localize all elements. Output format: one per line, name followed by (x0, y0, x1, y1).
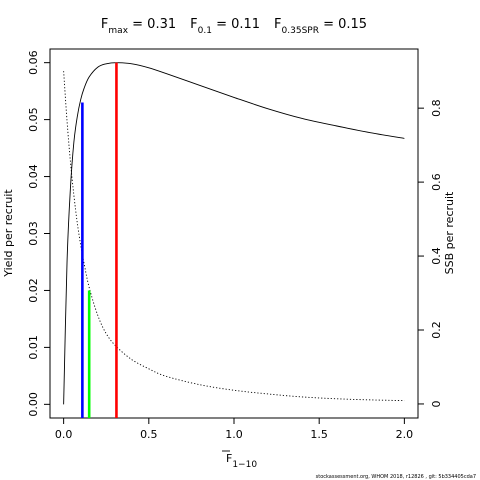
y-right-tick-label: 0.4 (430, 247, 443, 265)
y-left-tick-label: 0.05 (27, 107, 40, 132)
x-tick-label: 1.0 (225, 428, 243, 441)
y-left-tick-label: 0.06 (27, 50, 40, 75)
plot-box (49, 48, 419, 419)
y-axis-right-label: SSB per recruit (443, 191, 456, 274)
title-text: Fmax = 0.31 F0.1 = 0.11 F0.35SPR = 0.15 (101, 17, 367, 36)
title-subscript: max (108, 26, 128, 36)
y-right-tick-label: 0.2 (430, 321, 443, 339)
y-left-tick-label: 0.04 (27, 164, 40, 189)
x-axis-label: F1−10 (222, 450, 257, 470)
title-value: = 0.15 (319, 17, 367, 32)
title-value: = 0.31 (128, 17, 176, 32)
y-right-tick-label: 0.6 (430, 173, 443, 191)
y-axis-left-label: Yield per recruit (2, 189, 15, 278)
footnote: stockassessment.org, WHOM 2018, r12826 ,… (316, 474, 476, 480)
y-right-tick-label: 0.8 (430, 99, 443, 117)
reference-lines (81, 62, 118, 418)
title-value: = 0.11 (212, 17, 260, 32)
x-label-text: F1−10 (226, 452, 257, 470)
title-symbol: F (190, 17, 197, 32)
y-axis-right: 0 0.2 0.4 0.6 0.8 (418, 99, 443, 407)
x-label-subscript: 1−10 (232, 460, 257, 470)
x-tick-label: 0.0 (55, 428, 73, 441)
x-axis: 0.0 0.5 1.0 1.5 2.0 (55, 418, 413, 441)
y-left-tick-label: 0.02 (27, 278, 40, 303)
title-subscript: 0.35SPR (282, 26, 319, 36)
chart-title: Fmax = 0.31 F0.1 = 0.11 F0.35SPR = 0.15 (101, 17, 367, 36)
y-left-tick-label: 0.03 (27, 221, 40, 246)
y-left-tick-label: 0.01 (27, 335, 40, 360)
y-left-tick-label: 0.00 (27, 392, 40, 417)
x-tick-label: 1.5 (310, 428, 328, 441)
x-tick-label: 2.0 (396, 428, 414, 441)
title-symbol: F (101, 17, 108, 32)
series-group (63, 62, 405, 405)
title-subscript: 0.1 (198, 26, 212, 36)
title-symbol: F (274, 17, 281, 32)
y-right-tick-label: 0 (430, 400, 443, 407)
y-axis-left: 0.00 0.01 0.02 0.03 0.04 0.05 0.06 (27, 50, 50, 417)
x-tick-label: 0.5 (140, 428, 158, 441)
yield-per-recruit-line (63, 62, 405, 405)
ssb-per-recruit-line (63, 71, 405, 402)
x-label-symbol: F (226, 452, 232, 465)
